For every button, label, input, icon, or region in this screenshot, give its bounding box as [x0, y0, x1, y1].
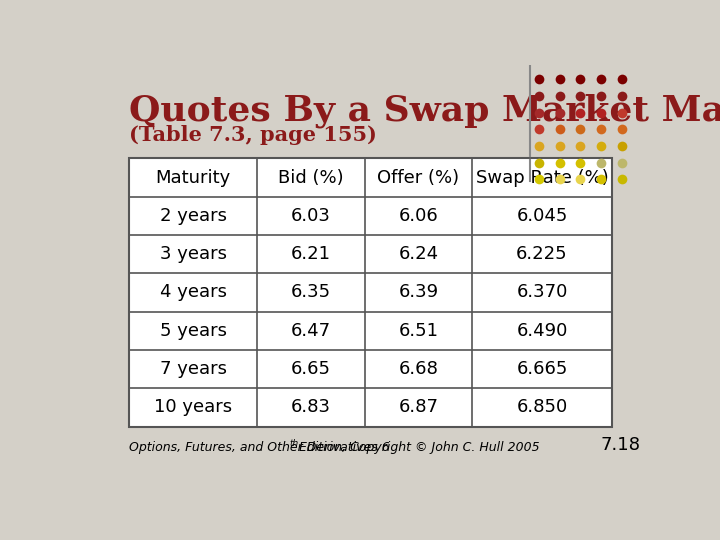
Text: 6.850: 6.850 [516, 399, 567, 416]
Text: 6.35: 6.35 [291, 284, 331, 301]
Text: 6.045: 6.045 [516, 207, 567, 225]
Text: 6.68: 6.68 [398, 360, 438, 378]
Text: 6.83: 6.83 [291, 399, 330, 416]
Text: Offer (%): Offer (%) [377, 168, 459, 186]
Text: 6.39: 6.39 [398, 284, 438, 301]
Text: 6.665: 6.665 [516, 360, 567, 378]
Text: 6.21: 6.21 [291, 245, 330, 263]
Text: 6.87: 6.87 [398, 399, 438, 416]
Text: 6.03: 6.03 [291, 207, 330, 225]
Text: 10 years: 10 years [154, 399, 232, 416]
Text: 6.24: 6.24 [398, 245, 438, 263]
Text: 6.65: 6.65 [291, 360, 330, 378]
Text: Edition, Copyright © John C. Hull 2005: Edition, Copyright © John C. Hull 2005 [295, 441, 540, 454]
Text: Bid (%): Bid (%) [278, 168, 343, 186]
Text: (Table 7.3, page 155): (Table 7.3, page 155) [129, 125, 377, 145]
Text: Maturity: Maturity [156, 168, 230, 186]
Text: 6.490: 6.490 [516, 322, 567, 340]
Text: Quotes By a Swap Market Maker: Quotes By a Swap Market Maker [129, 94, 720, 129]
Text: 7.18: 7.18 [600, 436, 641, 454]
Text: 5 years: 5 years [160, 322, 227, 340]
Text: 6.370: 6.370 [516, 284, 567, 301]
Text: 2 years: 2 years [160, 207, 227, 225]
Text: 6.51: 6.51 [398, 322, 438, 340]
Text: 4 years: 4 years [160, 284, 227, 301]
Text: th: th [289, 439, 299, 448]
Text: 6.06: 6.06 [398, 207, 438, 225]
Text: Swap Rate (%): Swap Rate (%) [476, 168, 608, 186]
Text: 7 years: 7 years [160, 360, 227, 378]
Text: 3 years: 3 years [160, 245, 227, 263]
FancyBboxPatch shape [129, 158, 612, 427]
Text: 6.225: 6.225 [516, 245, 568, 263]
Text: 6.47: 6.47 [291, 322, 331, 340]
Text: Options, Futures, and Other Derivatives 6: Options, Futures, and Other Derivatives … [129, 441, 390, 454]
